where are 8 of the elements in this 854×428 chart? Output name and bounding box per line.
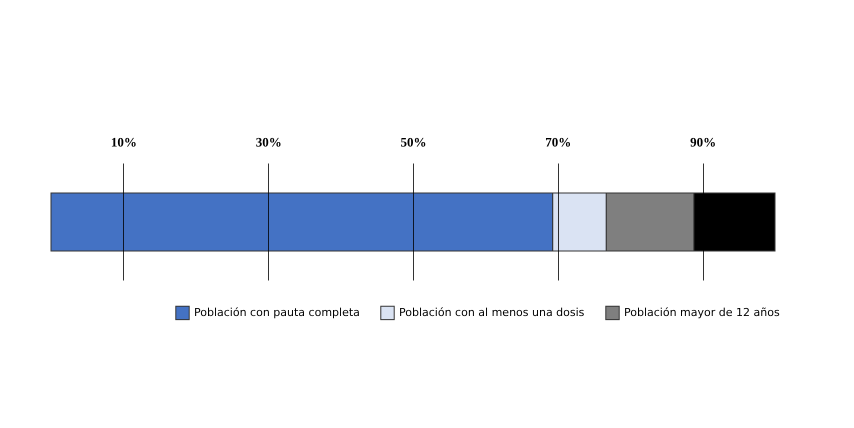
legend-label: Población con pauta completa xyxy=(194,306,360,319)
legend-label: Población con al menos una dosis xyxy=(399,306,585,319)
x-tick-label: 50% xyxy=(400,134,426,150)
x-tick-label: 70% xyxy=(545,134,572,150)
x-tick-label: 30% xyxy=(256,134,282,150)
x-tick-label: 90% xyxy=(690,134,716,150)
legend-label: Población mayor de 12 años xyxy=(624,306,780,319)
x-tick-label: 10% xyxy=(110,134,137,150)
